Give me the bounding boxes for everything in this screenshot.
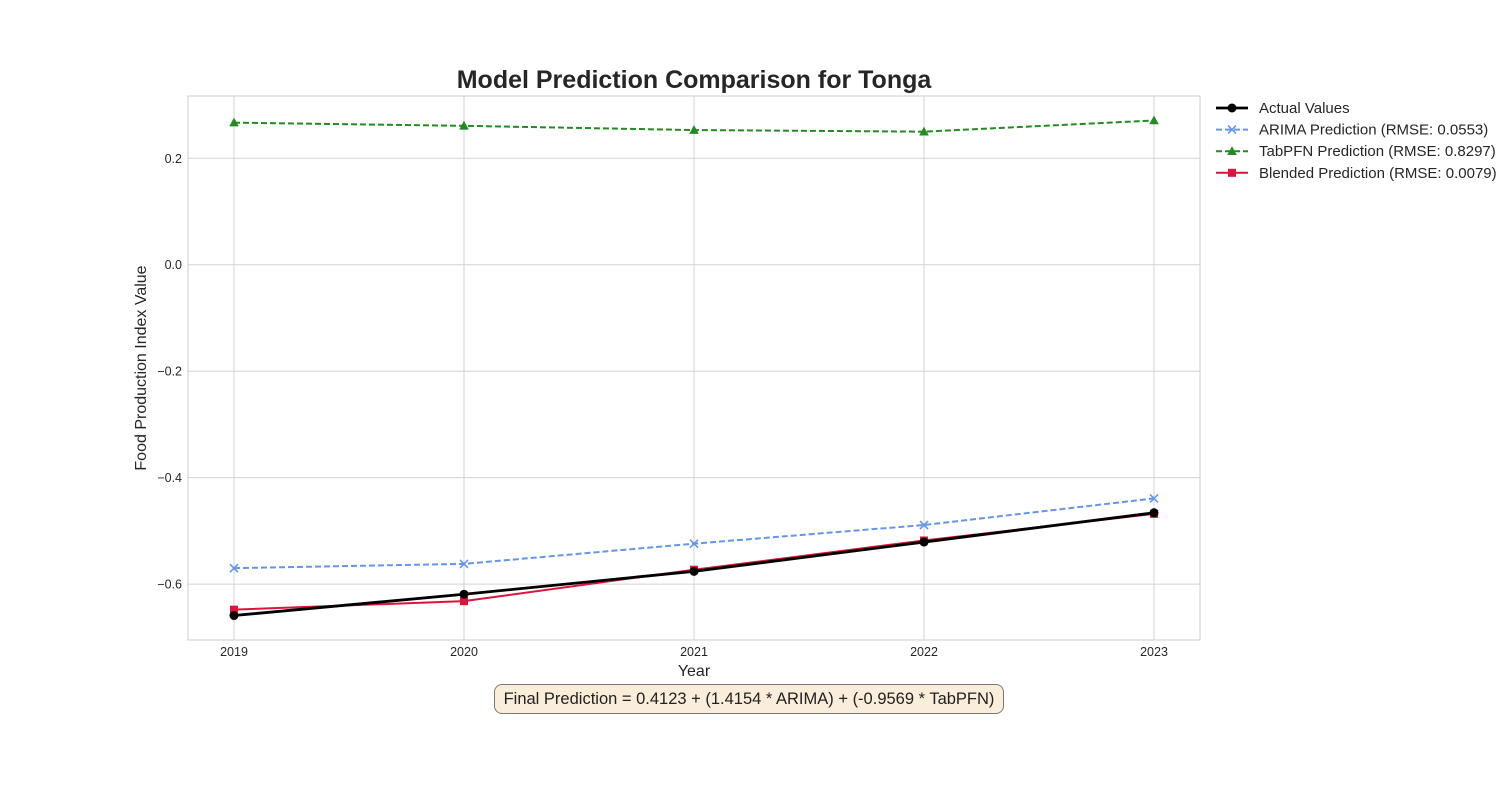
series-0 — [229, 508, 1159, 621]
y-tick-label: 0.2 — [165, 152, 182, 166]
data-point — [229, 563, 239, 573]
data-point — [460, 597, 468, 606]
legend-item: Blended Prediction (RMSE: 0.0079) — [1216, 165, 1497, 182]
y-tick-labels: 0.2 0.0 −0.2 −0.4 −0.6 — [157, 152, 182, 592]
legend-label: Blended Prediction (RMSE: 0.0079) — [1259, 165, 1497, 182]
legend-label: ARIMA Prediction (RMSE: 0.0553) — [1259, 122, 1488, 139]
series-2 — [229, 115, 1159, 136]
legend-marker — [1227, 103, 1237, 113]
data-point — [459, 589, 469, 599]
grid — [188, 96, 1200, 640]
legend-label: TabPFN Prediction (RMSE: 0.8297) — [1259, 143, 1496, 160]
formula-annotation: Final Prediction = 0.4123 + (1.4154 * AR… — [494, 684, 1004, 714]
plot-frame — [187, 95, 1201, 641]
x-tick-label: 2020 — [450, 645, 478, 659]
data-point — [459, 120, 469, 130]
data-point — [1149, 493, 1159, 503]
data-point — [459, 559, 469, 569]
legend-item: TabPFN Prediction (RMSE: 0.8297) — [1216, 143, 1496, 160]
y-tick-label: −0.2 — [157, 365, 182, 379]
y-tick-label: −0.4 — [157, 471, 182, 485]
data-point — [689, 539, 699, 549]
legend-label: Actual Values — [1259, 100, 1350, 117]
data-point — [229, 117, 239, 127]
y-tick-label: −0.6 — [157, 578, 182, 592]
legend-marker — [1227, 146, 1237, 155]
data-point — [689, 566, 699, 576]
x-tick-label: 2021 — [680, 645, 708, 659]
series-layer — [229, 115, 1159, 621]
data-point — [229, 611, 239, 621]
data-point — [919, 126, 929, 136]
x-tick-label: 2023 — [1140, 645, 1168, 659]
legend-item: ARIMA Prediction (RMSE: 0.0553) — [1216, 122, 1488, 139]
data-point — [919, 520, 929, 530]
x-tick-label: 2019 — [220, 645, 248, 659]
data-point — [1149, 115, 1159, 125]
data-point — [230, 605, 238, 614]
y-axis-label: Food Production Index Value — [133, 265, 150, 470]
data-point — [1149, 508, 1159, 518]
legend-item: Actual Values — [1216, 100, 1350, 117]
legend: Actual Values ARIMA Prediction (RMSE: 0.0… — [1216, 100, 1497, 182]
x-axis-label: Year — [678, 663, 711, 680]
legend-marker — [1227, 125, 1237, 135]
chart-title: Model Prediction Comparison for Tonga — [457, 66, 933, 94]
x-tick-labels: 2019 2020 2021 2022 2023 — [220, 645, 1168, 659]
x-tick-label: 2022 — [910, 645, 938, 659]
data-point — [689, 125, 699, 134]
y-tick-label: 0.0 — [165, 258, 182, 272]
legend-marker — [1228, 168, 1236, 177]
series-1 — [229, 493, 1159, 573]
data-point — [919, 537, 929, 547]
